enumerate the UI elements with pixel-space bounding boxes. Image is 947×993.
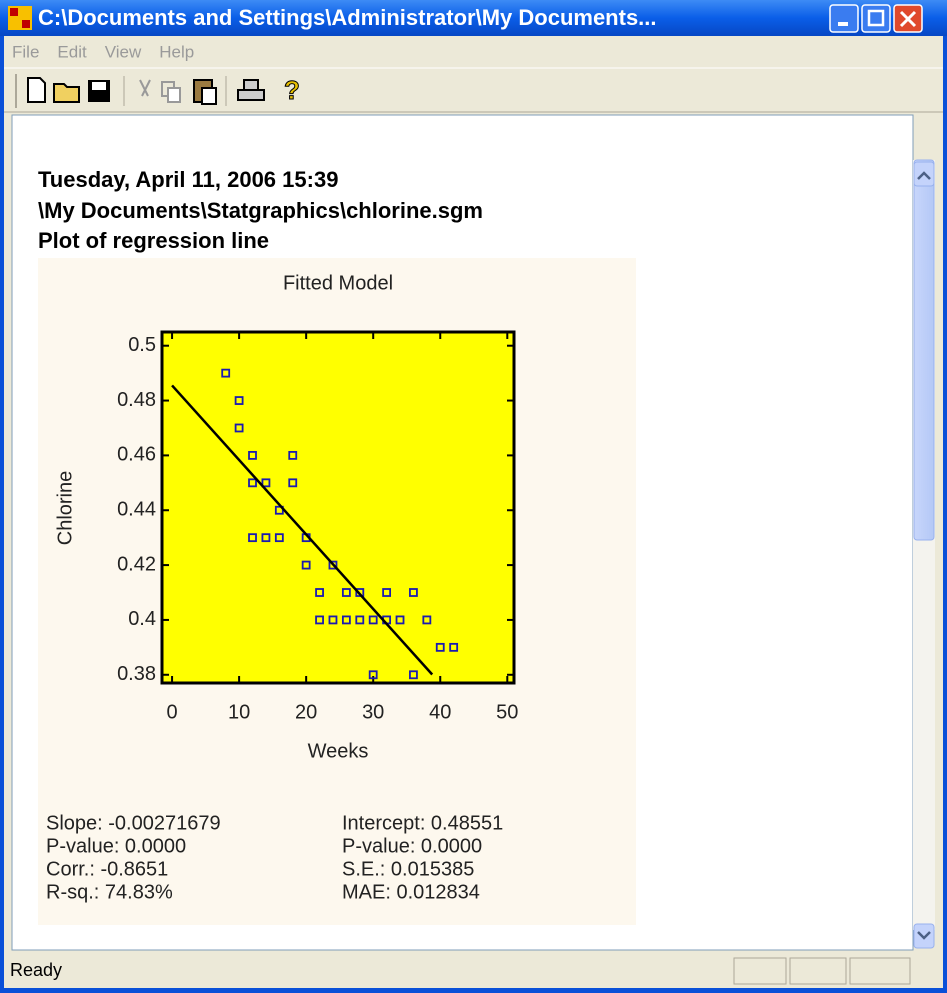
data-point [409,670,418,680]
arrow [917,171,931,180]
icon-part [22,20,30,28]
minimize-glyph [838,22,848,26]
arrow [917,931,931,940]
data-point [395,615,405,625]
scroll-down[interactable] [913,923,935,949]
icon-part [10,8,18,16]
x-tick-label: 40 [429,701,451,723]
fit-line [171,384,434,676]
stat-line: S.E.: 0.015385 [342,858,474,880]
data-point [248,450,257,460]
y-tick-label: 0.44 [117,499,156,521]
data-point [288,450,298,460]
y-tick-label: 0.5 [128,334,156,356]
y-tick-label: 0.38 [117,663,156,685]
status-text: Ready [10,960,62,980]
x-tick-label: 50 [496,701,518,723]
menu-item[interactable]: View [105,42,142,61]
x-tick-label: 0 [166,701,177,723]
x-tick-label: 10 [228,701,250,723]
data-point [248,478,257,488]
y-tick-label: 0.46 [117,444,156,466]
data-point [301,560,311,570]
data-point [422,615,432,625]
status-bar [4,952,943,988]
data-point [248,533,257,543]
y-tick-label: 0.42 [117,553,156,575]
menu-item[interactable]: File [12,42,39,61]
data-point [382,588,392,597]
data-point [449,642,459,652]
data-point [261,478,271,488]
data-point [368,615,378,625]
data-point [288,478,298,488]
x-tick-label: 20 [295,701,317,723]
data-point [315,615,324,625]
maximize-glyph [867,9,885,27]
y-tick-label: 0.48 [117,389,156,411]
chart-title: Fitted Model [283,272,393,294]
stat-line: Intercept: 0.48551 [342,812,503,834]
stat-line: Slope: -0.00271679 [46,812,221,834]
data-point [328,560,338,570]
y-axis-label: Chlorine [54,471,76,545]
plot-area [162,332,514,683]
save-label [92,82,106,90]
stat-line: P-value: 0.0000 [342,835,482,857]
status-pane [789,957,847,985]
data-point [355,615,365,625]
window-title: C:\Documents and Settings\Administrator\… [38,5,657,30]
plot-border [160,330,516,685]
cut-icon[interactable] [139,79,151,97]
print-icon[interactable] [237,79,265,101]
status-pane [733,957,787,985]
stat-line: Corr.: -0.8651 [46,858,168,880]
copy-icon-page [167,87,181,103]
x-axis-label: Weeks [308,740,369,762]
new-icon[interactable] [27,77,46,103]
y-tick-label: 0.4 [128,608,156,630]
title-bar [0,0,947,36]
data-point [328,615,338,625]
data-point [234,423,244,433]
data-point [274,533,284,543]
x-tick-label: 30 [362,701,384,723]
report-date: Tuesday, April 11, 2006 15:39 [38,167,338,192]
data-point [409,588,418,597]
plot: 0 10 20 30 40 50 0.38 0.4 0.42 0.44 0.46 0.48 0.5 [117,330,518,723]
data-point [234,396,244,405]
menu-item[interactable]: Edit [57,42,87,61]
data-point [341,588,351,597]
data-point [368,670,378,680]
status-pane [849,957,911,985]
stat-line: P-value: 0.0000 [46,835,186,857]
open-icon[interactable] [53,83,80,103]
data-point [435,642,445,652]
toolbar: ? [4,74,943,113]
maximize-button[interactable] [861,4,891,33]
menu-bar: File Edit View Help [12,42,194,61]
data-point [221,368,231,378]
report-file: \My Documents\Statgraphics\chlorine.sgm [38,198,483,223]
stat-line: MAE: 0.012834 [342,881,480,903]
menu-item[interactable]: Help [159,42,194,61]
data-point [261,533,271,543]
scroll-thumb[interactable] [913,159,935,541]
stat-line: R-sq.: 74.83% [46,881,173,903]
data-point [355,588,365,597]
close-glyph [899,10,917,28]
data-point [341,615,351,625]
paste-icon-page [201,87,217,105]
data-point [315,588,324,597]
report-heading: Plot of regression line [38,228,269,253]
minimize-button[interactable] [829,4,859,33]
help-icon[interactable]: ? [284,74,301,105]
